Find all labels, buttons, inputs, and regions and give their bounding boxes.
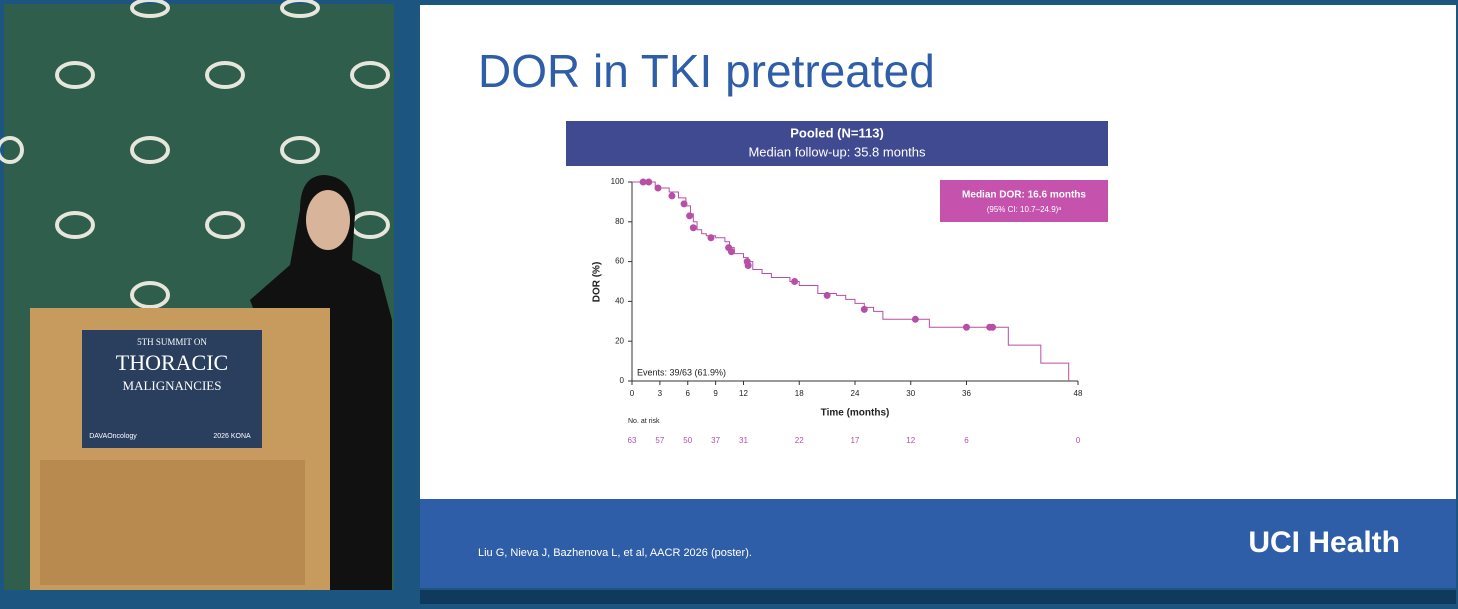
x-tick-label: 36 bbox=[962, 389, 971, 398]
y-tick-label: 60 bbox=[615, 257, 624, 266]
logo: UCI Health bbox=[1248, 526, 1400, 559]
censor-mark bbox=[668, 192, 676, 200]
x-tick-label: 0 bbox=[630, 389, 635, 398]
podium-sign bbox=[82, 330, 262, 448]
y-tick-label: 40 bbox=[615, 297, 624, 306]
censor-mark bbox=[707, 234, 715, 242]
podium-panel bbox=[40, 460, 305, 585]
censor-mark bbox=[639, 178, 647, 186]
slide-footer bbox=[420, 499, 1456, 588]
censor-mark bbox=[860, 305, 868, 313]
at-risk-label: No. at risk bbox=[628, 418, 660, 425]
citation: Liu G, Nieva J, Bazhenova L, et al, AACR… bbox=[478, 547, 752, 559]
censor-mark bbox=[791, 278, 799, 285]
censor-mark bbox=[645, 178, 653, 186]
censor-mark bbox=[689, 224, 697, 232]
x-tick-label: 30 bbox=[906, 389, 915, 398]
y-tick-label: 80 bbox=[615, 217, 624, 226]
at-risk-count: 31 bbox=[739, 436, 748, 445]
censor-mark bbox=[911, 315, 919, 323]
podium-text: THORACIC bbox=[116, 350, 228, 375]
header-text: Median follow-up: 35.8 months bbox=[748, 144, 926, 159]
y-tick-label: 20 bbox=[615, 336, 624, 345]
at-risk-count: 63 bbox=[628, 436, 637, 445]
header-box bbox=[566, 121, 1108, 166]
x-tick-label: 24 bbox=[851, 389, 860, 398]
slide-title: DOR in TKI pretreated bbox=[478, 45, 935, 97]
events-label: Events: 39/63 (61.9%) bbox=[637, 367, 726, 377]
censor-mark bbox=[989, 323, 997, 331]
annotation-text: (95% CI: 10.7–24.9)ᵃ bbox=[987, 205, 1063, 214]
annotation-box bbox=[940, 180, 1108, 222]
speaker-face bbox=[306, 190, 350, 250]
x-tick-label: 12 bbox=[739, 389, 748, 398]
annotation-text: Median DOR: 16.6 months bbox=[962, 190, 1086, 201]
censor-mark bbox=[654, 184, 662, 192]
podium-text: DAVAOncology bbox=[89, 433, 137, 440]
podium-text: 5TH SUMMIT ON bbox=[137, 337, 207, 347]
bottom-strip bbox=[420, 590, 1456, 604]
at-risk-count: 57 bbox=[655, 436, 664, 445]
y-axis-label: DOR (%) bbox=[592, 262, 603, 303]
censor-mark bbox=[823, 291, 831, 299]
x-tick-label: 9 bbox=[713, 389, 718, 398]
censor-mark bbox=[680, 200, 688, 208]
podium-text: 2026 KONA bbox=[213, 433, 251, 440]
at-risk-count: 17 bbox=[851, 436, 860, 445]
at-risk-count: 50 bbox=[683, 436, 692, 445]
at-risk-count: 12 bbox=[906, 436, 915, 445]
slide bbox=[420, 5, 1456, 499]
at-risk-count: 0 bbox=[1076, 436, 1081, 445]
at-risk-count: 37 bbox=[711, 436, 720, 445]
x-tick-label: 6 bbox=[686, 389, 691, 398]
censor-mark bbox=[686, 212, 694, 220]
y-tick-label: 100 bbox=[611, 177, 625, 186]
x-tick-label: 3 bbox=[658, 389, 663, 398]
at-risk-count: 6 bbox=[964, 436, 969, 445]
x-axis-label: Time (months) bbox=[821, 408, 890, 419]
y-tick-label: 0 bbox=[620, 376, 625, 385]
at-risk-count: 22 bbox=[795, 436, 804, 445]
x-tick-label: 18 bbox=[795, 389, 804, 398]
header-text: Pooled (N=113) bbox=[790, 125, 884, 140]
censor-mark bbox=[744, 262, 752, 270]
podium-text: MALIGNANCIES bbox=[123, 378, 222, 393]
censor-mark bbox=[727, 248, 735, 256]
x-tick-label: 48 bbox=[1074, 389, 1083, 398]
censor-mark bbox=[963, 323, 970, 331]
